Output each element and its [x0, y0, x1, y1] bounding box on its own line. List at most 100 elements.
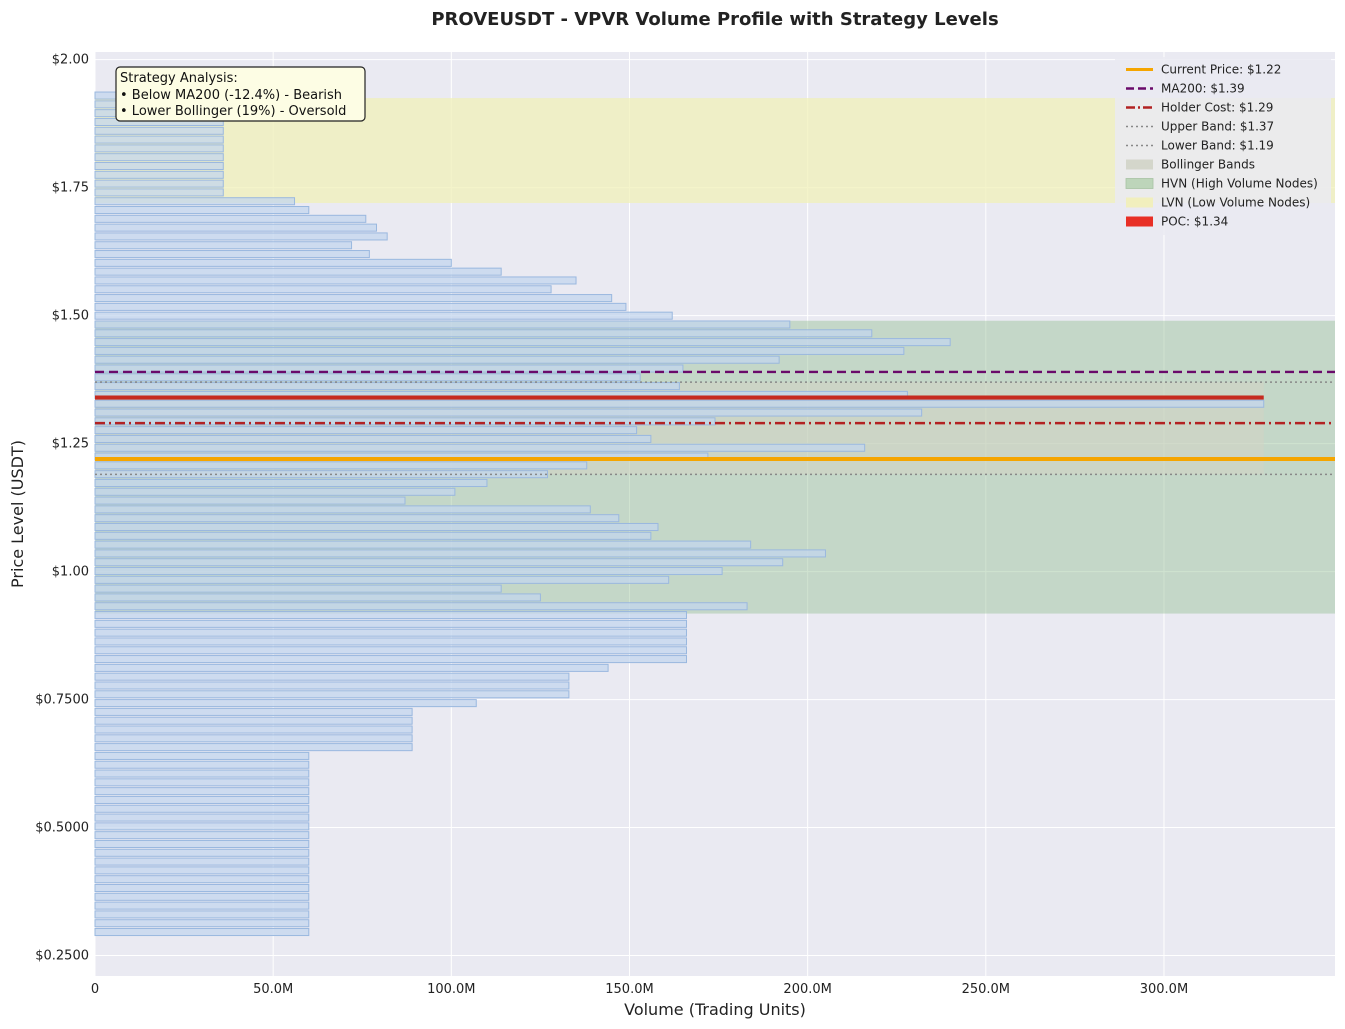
volume-bar	[94, 575, 670, 584]
y-tick-label: $0.5000	[35, 821, 89, 836]
volume-bar	[94, 901, 310, 910]
legend-swatch-patch	[1125, 178, 1154, 189]
legend-item: Current Price: $1.22	[1126, 63, 1281, 77]
volume-bar	[94, 267, 502, 276]
volume-bar	[94, 699, 477, 708]
volume-bar	[94, 751, 310, 760]
volume-bar	[94, 285, 552, 294]
volume-bar	[94, 505, 591, 514]
volume-bar	[94, 655, 687, 664]
legend-item: Upper Band: $1.37	[1126, 120, 1274, 134]
volume-bar	[94, 725, 413, 734]
volume-bar	[94, 135, 224, 144]
volume-bar	[94, 690, 570, 699]
volume-bar	[94, 760, 310, 769]
legend-label: LVN (Low Volume Nodes)	[1161, 196, 1310, 210]
volume-bar	[94, 567, 723, 576]
volume-bar	[94, 144, 224, 153]
y-tick-label: $0.7500	[35, 693, 89, 708]
chart-title: PROVEUSDT - VPVR Volume Profile with Str…	[431, 9, 998, 30]
volume-bar	[94, 161, 224, 171]
annotation-line-2: • Lower Bollinger (19%) - Oversold	[120, 104, 346, 119]
volume-bar	[94, 831, 310, 840]
volume-bar	[94, 584, 502, 593]
volume-bar	[94, 478, 488, 488]
volume-bar	[94, 857, 310, 866]
legend-label: POC: $1.34	[1161, 215, 1228, 229]
volume-bar	[94, 232, 388, 241]
legend-label: MA200: $1.39	[1161, 82, 1245, 96]
volume-bar	[94, 126, 224, 135]
volume-bar	[94, 611, 687, 620]
volume-bar	[94, 522, 659, 532]
volume-bar	[94, 637, 687, 646]
x-axis-label: Volume (Trading Units)	[624, 1000, 806, 1019]
legend-item: Holder Cost: $1.29	[1126, 101, 1273, 115]
y-tick-label: $1.00	[52, 565, 89, 580]
strategy-annotation: Strategy Analysis: • Below MA200 (-12.4%…	[115, 66, 366, 122]
legend-label: HVN (High Volume Nodes)	[1161, 177, 1318, 191]
annotation-box	[115, 66, 366, 122]
legend-label: Holder Cost: $1.29	[1161, 101, 1273, 115]
volume-bar	[94, 628, 687, 637]
volume-bar	[94, 514, 620, 523]
annotation-title: Strategy Analysis:	[120, 71, 238, 86]
level-lines	[95, 370, 1335, 476]
volume-bar	[94, 302, 627, 311]
volume-bar	[94, 214, 367, 223]
volume-bar	[94, 179, 224, 188]
volume-bar	[94, 663, 609, 672]
volume-bar	[94, 883, 310, 893]
volume-bar	[94, 496, 406, 505]
legend-label: Upper Band: $1.37	[1161, 120, 1274, 134]
volume-bars	[94, 91, 1265, 937]
volume-bar	[94, 593, 541, 602]
volume-bar	[94, 875, 310, 884]
volume-bar	[94, 346, 905, 355]
poc-bar	[95, 395, 1264, 400]
volume-bar	[94, 769, 310, 778]
y-tick-label: $2.00	[52, 53, 89, 68]
volume-bar	[94, 197, 296, 206]
volume-bar	[94, 170, 224, 179]
y-ticks: $2.00 $1.75 $1.50 $1.25 $1.00 $0.7500 $0.5000 $…	[35, 53, 89, 964]
volume-bar	[94, 329, 873, 338]
volume-bar	[94, 276, 577, 285]
volume-bar	[94, 646, 687, 655]
legend-label: Lower Band: $1.19	[1161, 139, 1274, 153]
volume-bar	[94, 707, 413, 716]
x-tick-label: 100.0M	[427, 982, 475, 997]
volume-bar	[94, 743, 413, 752]
legend: Current Price: $1.22 MA200: $1.39 Holder C…	[1115, 57, 1331, 235]
x-tick-label: 0	[91, 982, 99, 997]
legend-label: Current Price: $1.22	[1161, 63, 1281, 77]
y-tick-label: $1.50	[52, 309, 89, 324]
volume-bar	[94, 602, 748, 611]
legend-item: MA200: $1.39	[1126, 82, 1245, 96]
volume-bar	[94, 364, 684, 373]
legend-swatch-patch	[1126, 159, 1153, 170]
volume-bar	[94, 223, 377, 232]
volume-bar	[94, 681, 570, 690]
x-tick-label: 300.0M	[1140, 982, 1188, 997]
volume-bar	[94, 443, 866, 452]
volume-bar	[94, 382, 680, 391]
volume-bar	[94, 241, 353, 250]
volume-bar	[94, 848, 310, 857]
volume-bar	[94, 294, 613, 303]
volume-bar	[94, 910, 310, 919]
volume-bar	[94, 417, 716, 426]
volume-bar	[94, 672, 570, 681]
x-ticks: 0 50.0M 100.0M 150.0M 200.0M 250.0M 300.0M	[91, 982, 1188, 997]
volume-bar	[94, 813, 310, 822]
y-tick-label: $1.75	[52, 181, 89, 196]
volume-bar	[94, 778, 310, 787]
volume-bar	[94, 540, 752, 549]
legend-item: LVN (Low Volume Nodes)	[1126, 196, 1310, 210]
volume-bar	[94, 355, 780, 364]
x-tick-label: 250.0M	[962, 982, 1010, 997]
legend-swatch-patch	[1126, 197, 1153, 208]
volume-bar	[94, 866, 310, 875]
volume-bar	[94, 919, 310, 928]
